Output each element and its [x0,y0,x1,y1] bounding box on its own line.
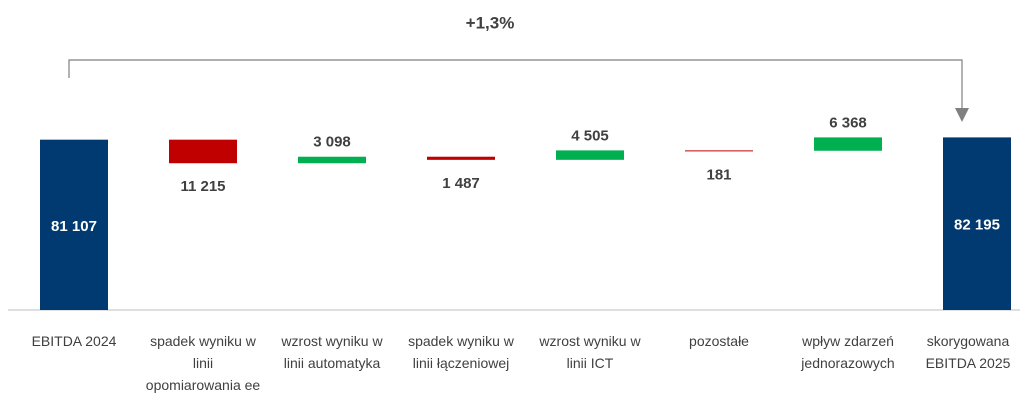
bar [427,156,495,160]
value-label: 4 505 [571,127,609,144]
x-tick-label: pozostałe [689,333,749,349]
annotation: +1,3% [466,13,515,32]
bar [685,150,753,152]
x-tick-label: wzrost wyniku w linii automatyka [281,333,383,371]
value-label: 3 098 [313,134,351,151]
bar [556,150,624,160]
x-tick-label: wpływ zdarzeń jednorazowych [801,333,895,371]
bar [169,139,237,164]
x-tick-label: EBITDA 2024 [31,333,117,349]
x-tick-label: skorygowana EBITDA 2025 [925,333,1011,371]
bar [943,137,1011,310]
bar [814,137,882,151]
bar [40,139,108,310]
bar [298,156,366,164]
value-label: 11 215 [180,178,225,195]
value-label: 6 368 [829,114,867,131]
value-label: 181 [706,166,731,183]
x-tick-label: spadek wyniku w linii łączeniowej [408,333,514,371]
value-label: 81 107 [51,218,97,235]
x-tick-label: spadek wyniku w linii opomiarowania ee [145,333,261,393]
x-tick-label: wzrost wyniku w linii ICT [539,333,641,371]
value-label: 82 195 [954,217,1000,234]
value-label: 1 487 [442,175,480,192]
arrow-head [955,108,969,122]
bracket [68,59,963,112]
